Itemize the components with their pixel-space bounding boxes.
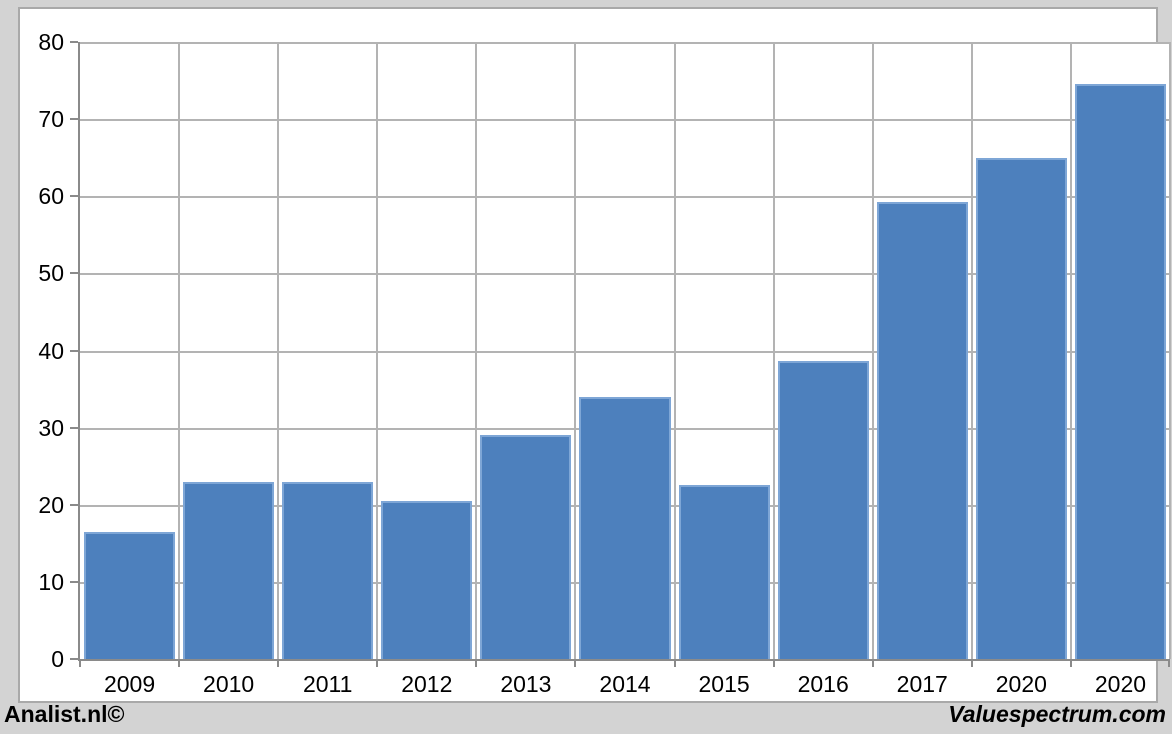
y-tick-mark-40	[70, 349, 78, 352]
y-tick-label-50: 50	[38, 260, 64, 287]
h-gridline-60	[80, 196, 1170, 199]
x-tick-label-2016-7: 2016	[797, 671, 849, 697]
x-tick-label-2020-10: 2020	[1094, 671, 1147, 697]
x-tick-mark-6	[673, 659, 676, 667]
bar-2012-3	[381, 500, 473, 659]
bar-2013-4	[480, 435, 572, 659]
y-tick-label-60: 60	[38, 183, 64, 210]
v-gridline-4	[475, 42, 478, 659]
y-tick-mark-50	[70, 272, 78, 275]
y-tick-label-0: 0	[51, 646, 64, 672]
x-tick-mark-9	[970, 659, 973, 667]
x-axis-labels: 2009 2010 2011 2012 2013 2014 2015 2016 2017 2020…	[80, 671, 1170, 703]
bar-2016-7	[777, 360, 869, 659]
y-tick-label-40: 40	[38, 337, 64, 364]
x-tick-label-2013-4: 2013	[500, 671, 552, 697]
y-tick-label-20: 20	[38, 491, 64, 518]
x-tick-mark-4	[475, 659, 478, 667]
x-tick-label-2010-1: 2010	[203, 671, 255, 697]
x-tick-mark-5	[574, 659, 577, 667]
x-tick-mark-10	[1069, 659, 1072, 667]
x-tick-label-2015-6: 2015	[698, 671, 750, 697]
x-tick-mark-2	[277, 659, 280, 667]
y-tick-label-30: 30	[38, 414, 64, 441]
x-tick-label-2017-8: 2017	[896, 671, 948, 697]
y-tick-label-70: 70	[38, 106, 64, 133]
bar-2017-8	[876, 202, 968, 659]
x-tick-mark-8	[871, 659, 874, 667]
x-tick-mark-1	[178, 659, 181, 667]
x-tick-mark-11	[1168, 659, 1170, 667]
y-tick-mark-20	[70, 503, 78, 506]
x-tick-label-2011-2: 2011	[302, 671, 353, 697]
v-gridline-1	[178, 42, 181, 659]
x-tick-label-2009-0: 2009	[103, 671, 156, 697]
x-tick-mark-0	[79, 659, 81, 667]
bar-2010-1	[183, 481, 275, 659]
v-gridline-3	[376, 42, 379, 659]
footer-brand-valuespectrum: Valuespectrum.com	[948, 701, 1166, 727]
h-gridline-40	[80, 350, 1170, 353]
h-gridline-50	[80, 273, 1170, 276]
y-tick-label-10: 10	[38, 568, 64, 595]
y-tick-mark-30	[70, 426, 78, 429]
v-gridline-11	[1169, 42, 1171, 659]
y-tick-mark-70	[70, 118, 78, 121]
x-tick-mark-3	[376, 659, 379, 667]
bar-2009-0	[84, 531, 176, 659]
v-gridline-10	[1069, 42, 1072, 659]
footer-brand-analist: Analist.nl©	[4, 701, 125, 727]
plot-area	[78, 42, 1171, 661]
v-gridline-6	[673, 42, 676, 659]
bar-2020-9	[975, 157, 1067, 659]
bar-2015-6	[678, 484, 770, 659]
y-tick-mark-10	[70, 580, 78, 583]
y-tick-mark-0	[70, 658, 78, 660]
v-gridline-9	[970, 42, 973, 659]
v-gridline-7	[772, 42, 775, 659]
bar-2020-10	[1074, 83, 1166, 659]
x-tick-mark-7	[772, 659, 775, 667]
h-gridline-70	[80, 119, 1170, 122]
y-axis-labels: 0 10 20 30 40 50 60 70 80	[20, 30, 64, 671]
chart-panel: 0 10 20 30 40 50 60 70 80 2009 2010 2011 2012 2013 20…	[18, 7, 1171, 703]
v-gridline-2	[277, 42, 280, 659]
v-gridline-8	[871, 42, 874, 659]
y-tick-mark-60	[70, 195, 78, 198]
x-tick-label-2012-3: 2012	[401, 671, 453, 697]
bar-2011-2	[282, 482, 374, 659]
h-gridline-80	[80, 42, 1170, 44]
y-tick-label-80: 80	[38, 29, 64, 55]
v-gridline-5	[574, 42, 577, 659]
bar-2014-5	[579, 396, 671, 659]
y-tick-mark-80	[70, 41, 78, 43]
x-tick-label-2020-9: 2020	[995, 671, 1047, 697]
x-tick-label-2014-5: 2014	[599, 671, 651, 697]
